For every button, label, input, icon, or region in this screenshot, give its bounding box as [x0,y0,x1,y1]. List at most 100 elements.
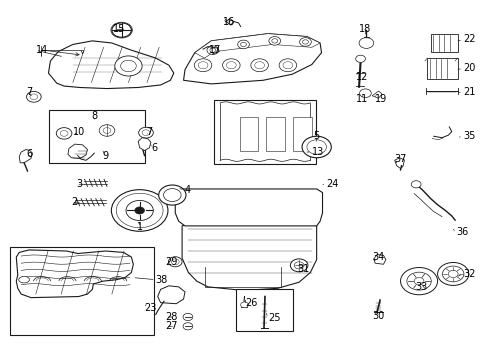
Circle shape [139,127,153,138]
Polygon shape [138,138,151,150]
Polygon shape [158,286,184,304]
Text: 21: 21 [462,87,474,97]
Text: 2: 2 [71,197,78,207]
Circle shape [406,272,430,290]
Bar [430,35,457,51]
Text: 4: 4 [184,185,191,195]
Bar [49,110,144,163]
Circle shape [359,89,370,98]
Circle shape [355,55,365,62]
Text: 32: 32 [462,269,474,279]
Text: 20: 20 [462,63,474,73]
Text: 6: 6 [152,143,158,153]
Text: 12: 12 [355,72,367,82]
Circle shape [226,62,236,69]
Circle shape [302,136,330,158]
Bar [239,117,258,151]
Text: 15: 15 [113,24,125,35]
Circle shape [299,38,311,46]
Circle shape [163,189,181,202]
Text: 27: 27 [165,321,178,331]
Text: 3: 3 [76,179,82,189]
Circle shape [306,140,326,154]
Circle shape [121,60,136,72]
Circle shape [254,62,264,69]
Circle shape [194,59,211,72]
Polygon shape [371,91,381,98]
Text: 29: 29 [165,257,178,267]
Text: 24: 24 [326,179,338,189]
Circle shape [158,185,185,205]
Circle shape [30,94,38,100]
Circle shape [183,314,192,320]
Text: 30: 30 [371,311,384,320]
Text: 34: 34 [371,252,384,262]
Text: 37: 37 [394,154,406,164]
Bar [235,289,293,331]
Text: 36: 36 [456,227,468,237]
Circle shape [60,131,68,136]
Circle shape [135,207,144,214]
Text: 9: 9 [102,150,108,161]
Circle shape [410,181,420,188]
Circle shape [283,62,292,69]
Text: 13: 13 [311,147,324,157]
Bar [293,117,311,151]
Text: 16: 16 [222,17,234,27]
Circle shape [413,278,423,285]
Circle shape [290,259,307,272]
Text: 38: 38 [156,275,168,285]
Text: 7: 7 [26,87,32,97]
Circle shape [400,267,437,295]
Circle shape [447,270,457,278]
Ellipse shape [19,276,29,283]
Polygon shape [16,250,133,298]
Text: 35: 35 [462,131,474,141]
Circle shape [115,56,142,76]
Text: 23: 23 [144,303,157,314]
Text: 33: 33 [414,282,426,292]
Circle shape [116,193,163,228]
Polygon shape [68,144,87,158]
Bar [10,247,154,335]
Polygon shape [373,255,385,264]
Circle shape [183,323,192,330]
Polygon shape [394,158,404,168]
Polygon shape [175,189,322,226]
Circle shape [271,39,277,43]
Circle shape [437,262,468,285]
Text: 14: 14 [36,45,48,55]
Circle shape [240,302,248,308]
Text: 8: 8 [92,111,98,121]
Polygon shape [194,34,320,58]
Text: 1: 1 [136,222,142,232]
Circle shape [112,23,131,37]
Text: 11: 11 [356,94,368,104]
Polygon shape [182,224,316,291]
Circle shape [279,59,296,72]
Text: 7: 7 [146,127,152,136]
Circle shape [240,42,246,46]
Circle shape [126,201,153,221]
Circle shape [171,259,179,265]
Polygon shape [19,149,32,163]
Circle shape [358,38,373,48]
Circle shape [56,128,72,139]
Text: 5: 5 [313,131,319,141]
Circle shape [99,125,115,136]
Text: 19: 19 [374,94,386,104]
Circle shape [206,46,218,54]
Circle shape [168,257,182,267]
Text: 18: 18 [359,24,371,34]
Text: 28: 28 [165,312,178,322]
Text: 25: 25 [267,313,280,323]
Circle shape [268,37,280,45]
Polygon shape [48,41,173,89]
Bar [214,100,315,164]
Circle shape [302,40,308,44]
Text: 31: 31 [297,264,309,274]
Polygon shape [183,34,321,84]
Circle shape [111,190,167,231]
Circle shape [442,266,463,282]
Circle shape [209,48,215,52]
